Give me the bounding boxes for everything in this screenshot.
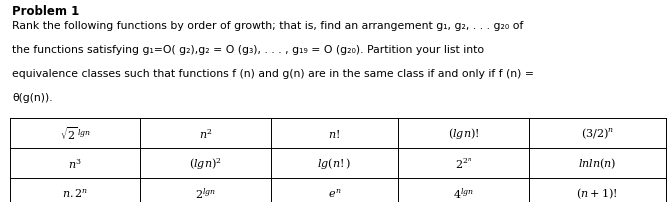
Text: $n^3$: $n^3$ bbox=[68, 156, 82, 170]
Text: $lg(n!)$: $lg(n!)$ bbox=[317, 156, 352, 170]
Text: $(3/2)^n$: $(3/2)^n$ bbox=[581, 126, 613, 140]
Text: $e^n$: $e^n$ bbox=[328, 187, 341, 199]
Text: $n^2$: $n^2$ bbox=[199, 126, 213, 140]
Text: Problem 1: Problem 1 bbox=[12, 5, 80, 18]
Text: $(lgn)!$: $(lgn)!$ bbox=[448, 126, 479, 141]
Text: $4^{lgn}$: $4^{lgn}$ bbox=[453, 186, 474, 200]
Text: $2^{2^n}$: $2^{2^n}$ bbox=[455, 156, 472, 170]
Text: $(n+1)!$: $(n+1)!$ bbox=[577, 186, 617, 200]
Text: $\sqrt{2}^{\,lgn}$: $\sqrt{2}^{\,lgn}$ bbox=[60, 125, 91, 141]
Text: $lnln(n)$: $lnln(n)$ bbox=[578, 156, 616, 170]
Text: Rank the following functions by order of growth; that is, find an arrangement g₁: Rank the following functions by order of… bbox=[12, 21, 523, 31]
Text: equivalence classes such that functions f (n) and g(n) are in the same class if : equivalence classes such that functions … bbox=[12, 69, 534, 79]
Text: θ(g(n)).: θ(g(n)). bbox=[12, 93, 53, 103]
Text: $n!$: $n!$ bbox=[328, 127, 341, 139]
Text: $n.2^n$: $n.2^n$ bbox=[62, 187, 88, 199]
Text: $2^{lgn}$: $2^{lgn}$ bbox=[195, 186, 216, 200]
Text: $(lgn)^2$: $(lgn)^2$ bbox=[189, 155, 222, 171]
Text: the functions satisfying g₁=O( g₂),g₂ = O (g₃), . . . , g₁₉ = O (g₂₀). Partition: the functions satisfying g₁=O( g₂),g₂ = … bbox=[12, 45, 484, 55]
